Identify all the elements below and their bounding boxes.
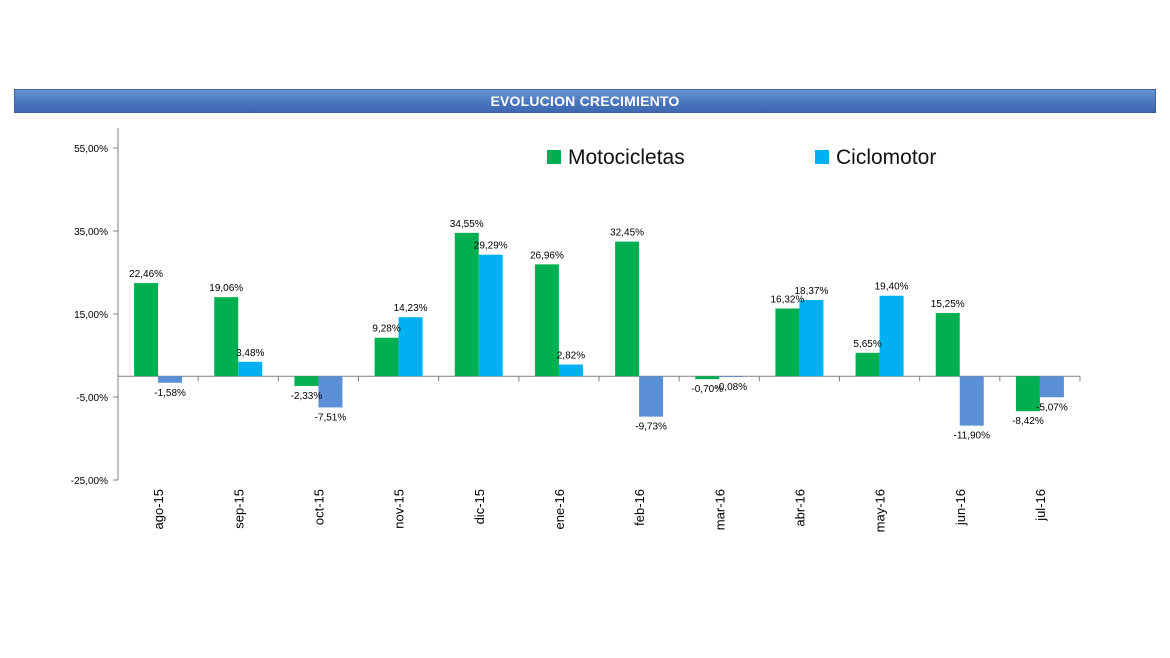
x-tick-label: may-16 — [873, 489, 888, 532]
data-label: 16,32% — [770, 295, 804, 306]
data-label: 15,25% — [931, 299, 965, 310]
data-label: -0,08% — [715, 382, 747, 393]
data-label: -5,07% — [1036, 402, 1068, 413]
bar-motocicletas-may-16 — [855, 352, 880, 377]
data-label: 26,96% — [530, 250, 564, 261]
data-label: -0,70% — [691, 384, 723, 395]
bar-ciclomotor-mar-16 — [719, 376, 744, 378]
data-label: 5,65% — [853, 339, 881, 350]
x-tick-label: ene-16 — [552, 489, 567, 529]
data-label: 19,06% — [209, 283, 243, 294]
data-label: 2,82% — [557, 351, 585, 362]
data-label: 18,37% — [794, 286, 828, 297]
x-tick-label: nov-15 — [392, 489, 407, 529]
bar-motocicletas-dic-15 — [454, 232, 479, 377]
bar-ciclomotor-oct-15 — [318, 376, 343, 408]
legend-label-ciclomotor: Ciclomotor — [836, 146, 936, 169]
bar-ciclomotor-ago-15 — [158, 376, 183, 383]
data-label: -2,33% — [291, 391, 323, 402]
data-label: 29,29% — [474, 241, 508, 252]
data-label: -8,42% — [1012, 416, 1044, 427]
bar-ciclomotor-sep-15 — [238, 361, 263, 377]
bar-motocicletas-ago-15 — [134, 283, 159, 377]
legend-swatch-motocicletas — [547, 150, 561, 164]
bar-ciclomotor-nov-15 — [398, 317, 423, 377]
data-labels: 22,46% 19,06% -2,33% 9,28% 34,55% 26,96% 32,45… — [129, 219, 1068, 442]
data-label: 19,40% — [875, 282, 909, 293]
data-label: -1,58% — [154, 388, 186, 399]
bar-motocicletas-nov-15 — [374, 337, 399, 377]
x-tick-label: dic-15 — [472, 489, 487, 524]
bar-ciclomotor-jun-16 — [959, 376, 984, 426]
chart-title: EVOLUCION CRECIMIENTO — [14, 89, 1156, 113]
axes — [113, 128, 1081, 481]
bars — [134, 232, 1064, 426]
bar-ciclomotor-abr-16 — [799, 300, 824, 377]
y-tick-label: -5,00% — [76, 393, 108, 404]
bar-ciclomotor-dic-15 — [478, 254, 503, 377]
bar-motocicletas-mar-16 — [695, 376, 720, 380]
legend: Motocicletas Ciclomotor — [547, 146, 936, 169]
x-tick-label: sep-15 — [231, 489, 246, 529]
x-tick-label: abr-16 — [792, 489, 807, 527]
data-label: -7,51% — [315, 412, 347, 423]
legend-label-motocicletas: Motocicletas — [568, 146, 685, 169]
bar-motocicletas-abr-16 — [775, 308, 800, 377]
x-tick-label: jul-16 — [1033, 489, 1048, 522]
bar-motocicletas-ene-16 — [534, 264, 559, 377]
data-label: 14,23% — [394, 303, 428, 314]
x-tick-label: jun-16 — [953, 489, 968, 526]
x-tick-label: oct-15 — [311, 489, 326, 525]
x-tick-labels: ago-15 sep-15 oct-15 nov-15 dic-15 ene-16 feb-… — [151, 489, 1048, 532]
bar-ciclomotor-may-16 — [879, 295, 904, 377]
y-tick-labels: 55,00% 35,00% 15,00% -5,00% -25,00% — [71, 144, 108, 487]
y-tick-label: 55,00% — [74, 144, 108, 155]
data-label: 34,55% — [450, 219, 484, 230]
x-tick-label: feb-16 — [632, 489, 647, 526]
data-label: -11,90% — [953, 431, 990, 442]
y-tick-label: -25,00% — [71, 476, 108, 487]
bar-ciclomotor-feb-16 — [639, 376, 664, 417]
y-tick-label: 35,00% — [74, 227, 108, 238]
bar-motocicletas-sep-15 — [214, 297, 239, 377]
data-label: 9,28% — [372, 324, 400, 335]
data-label: -9,73% — [635, 422, 667, 433]
bar-motocicletas-oct-15 — [294, 376, 319, 386]
y-tick-label: 15,00% — [74, 310, 108, 321]
legend-swatch-ciclomotor — [815, 150, 829, 164]
x-tick-label: mar-16 — [712, 489, 727, 530]
data-label: 32,45% — [610, 228, 644, 239]
bar-motocicletas-jul-16 — [1015, 376, 1040, 412]
bar-motocicletas-jun-16 — [935, 312, 960, 377]
data-label: 22,46% — [129, 269, 163, 280]
data-label: 3,48% — [236, 348, 264, 359]
bar-motocicletas-feb-16 — [615, 241, 640, 377]
bar-ciclomotor-ene-16 — [558, 364, 583, 377]
x-tick-label: ago-15 — [151, 489, 166, 529]
bar-ciclomotor-jul-16 — [1039, 376, 1064, 398]
